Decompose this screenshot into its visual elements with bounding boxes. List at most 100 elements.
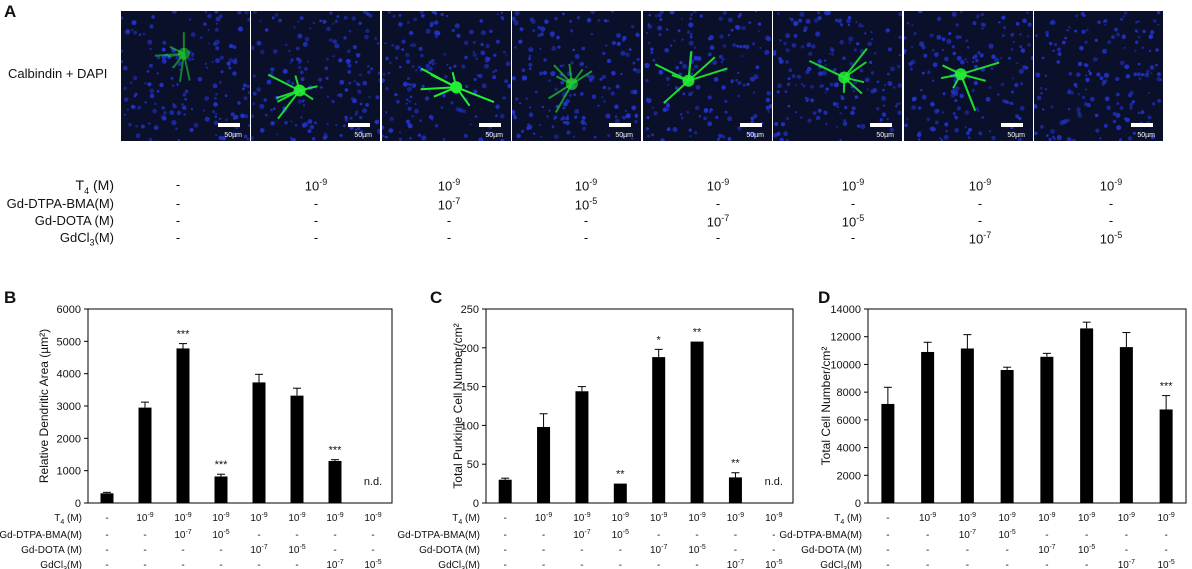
bar	[1080, 328, 1094, 503]
condition-value: 10-5	[574, 196, 598, 213]
bar	[881, 403, 895, 503]
condition-value: 10-9	[765, 512, 782, 524]
condition-value: -	[504, 545, 507, 556]
condition-value: 10-5	[998, 529, 1015, 541]
condition-value: -	[105, 513, 108, 524]
condition-value: -	[1005, 560, 1008, 569]
condition-value: 10-9	[688, 512, 705, 524]
y-axis-label: Relative Dendritic Area (µm²)	[37, 329, 51, 483]
significance-label: ***	[177, 329, 191, 341]
condition-value: -	[657, 530, 660, 541]
condition-value: 10-5	[688, 544, 705, 556]
condition-value: -	[181, 560, 184, 569]
condition-value: -	[926, 530, 929, 541]
condition-value: -	[105, 545, 108, 556]
scale-bar	[479, 123, 501, 127]
condition-value: -	[542, 560, 545, 569]
condition-value: -	[257, 560, 260, 569]
condition-label: GdCl3(M)	[820, 560, 862, 569]
condition-label: GdCl3(M)	[59, 230, 114, 248]
condition-value: -	[1045, 560, 1048, 569]
condition-value: 10-7	[174, 529, 191, 541]
condition-label: Gd-DOTA (M)	[34, 213, 114, 228]
bar	[1159, 409, 1173, 503]
bar	[100, 493, 114, 503]
micrograph-5: 50µm	[643, 11, 772, 141]
condition-value: 10-9	[326, 512, 343, 524]
condition-label: T4 (M)	[452, 513, 480, 526]
condition-value: -	[105, 560, 108, 569]
bar	[1040, 356, 1054, 503]
condition-value: -	[219, 560, 222, 569]
condition-value: 10-9	[212, 512, 229, 524]
significance-label: **	[616, 469, 625, 481]
y-tick-label: 2000	[837, 470, 861, 482]
condition-value: -	[1125, 545, 1128, 556]
scale-bar	[870, 123, 892, 127]
condition-value: -	[371, 530, 374, 541]
condition-value: 10-9	[841, 177, 865, 194]
panel-a-label: A	[4, 2, 17, 21]
bar	[1119, 347, 1133, 503]
condition-value: -	[1005, 545, 1008, 556]
condition-value: 10-5	[364, 559, 381, 569]
condition-value: -	[446, 213, 452, 228]
condition-value: 10-9	[288, 512, 305, 524]
bar	[728, 477, 742, 503]
condition-value: 10-5	[765, 559, 782, 569]
condition-value: -	[1108, 196, 1114, 211]
condition-value: 10-7	[959, 529, 976, 541]
condition-value: -	[1085, 530, 1088, 541]
plot-frame	[867, 308, 1187, 504]
condition-value: 10-7	[727, 559, 744, 569]
y-tick-label: 14000	[830, 304, 861, 316]
panel-b-label: B	[4, 288, 17, 307]
condition-value: -	[175, 230, 181, 245]
condition-value: 10-9	[136, 512, 153, 524]
condition-value: -	[772, 545, 775, 556]
y-tick-label: 10000	[830, 359, 861, 371]
condition-value: -	[1164, 545, 1167, 556]
condition-value: -	[734, 545, 737, 556]
stain-label: Calbindin + DAPI	[8, 66, 108, 81]
bar	[575, 391, 589, 503]
condition-value: 10-9	[304, 177, 328, 194]
condition-value: -	[446, 230, 452, 245]
condition-label: Gd-DOTA (M)	[419, 545, 480, 556]
condition-value: -	[371, 545, 374, 556]
condition-value: -	[504, 513, 507, 524]
condition-value: -	[143, 560, 146, 569]
y-tick-label: 12000	[830, 332, 861, 344]
condition-value: -	[105, 530, 108, 541]
condition-value: 10-5	[1099, 230, 1123, 247]
scale-bar-label: 50µm	[354, 132, 372, 139]
condition-value: -	[295, 530, 298, 541]
condition-value: -	[143, 545, 146, 556]
condition-value: 10-5	[612, 529, 629, 541]
condition-label: GdCl3(M)	[438, 560, 480, 569]
y-tick-label: 0	[473, 498, 479, 510]
bar	[1000, 369, 1014, 503]
significance-label: **	[693, 327, 702, 339]
condition-value: 10-5	[841, 213, 865, 230]
bar	[921, 351, 935, 503]
condition-value: -	[295, 560, 298, 569]
condition-value: -	[175, 196, 181, 211]
y-tick-label: 150	[461, 382, 479, 394]
condition-value: -	[181, 545, 184, 556]
condition-value: -	[977, 213, 983, 228]
y-tick-label: 6000	[837, 415, 861, 427]
condition-value: -	[657, 560, 660, 569]
condition-value: -	[143, 530, 146, 541]
condition-value: 10-7	[326, 559, 343, 569]
y-tick-label: 2000	[57, 433, 81, 445]
scale-bar	[348, 123, 370, 127]
condition-label: Gd-DOTA (M)	[801, 545, 862, 556]
y-tick-label: 1000	[57, 466, 81, 478]
micrograph-2: 50µm	[251, 11, 380, 141]
condition-value: 10-9	[959, 512, 976, 524]
bar	[328, 460, 342, 503]
condition-value: -	[580, 545, 583, 556]
condition-value: -	[886, 530, 889, 541]
